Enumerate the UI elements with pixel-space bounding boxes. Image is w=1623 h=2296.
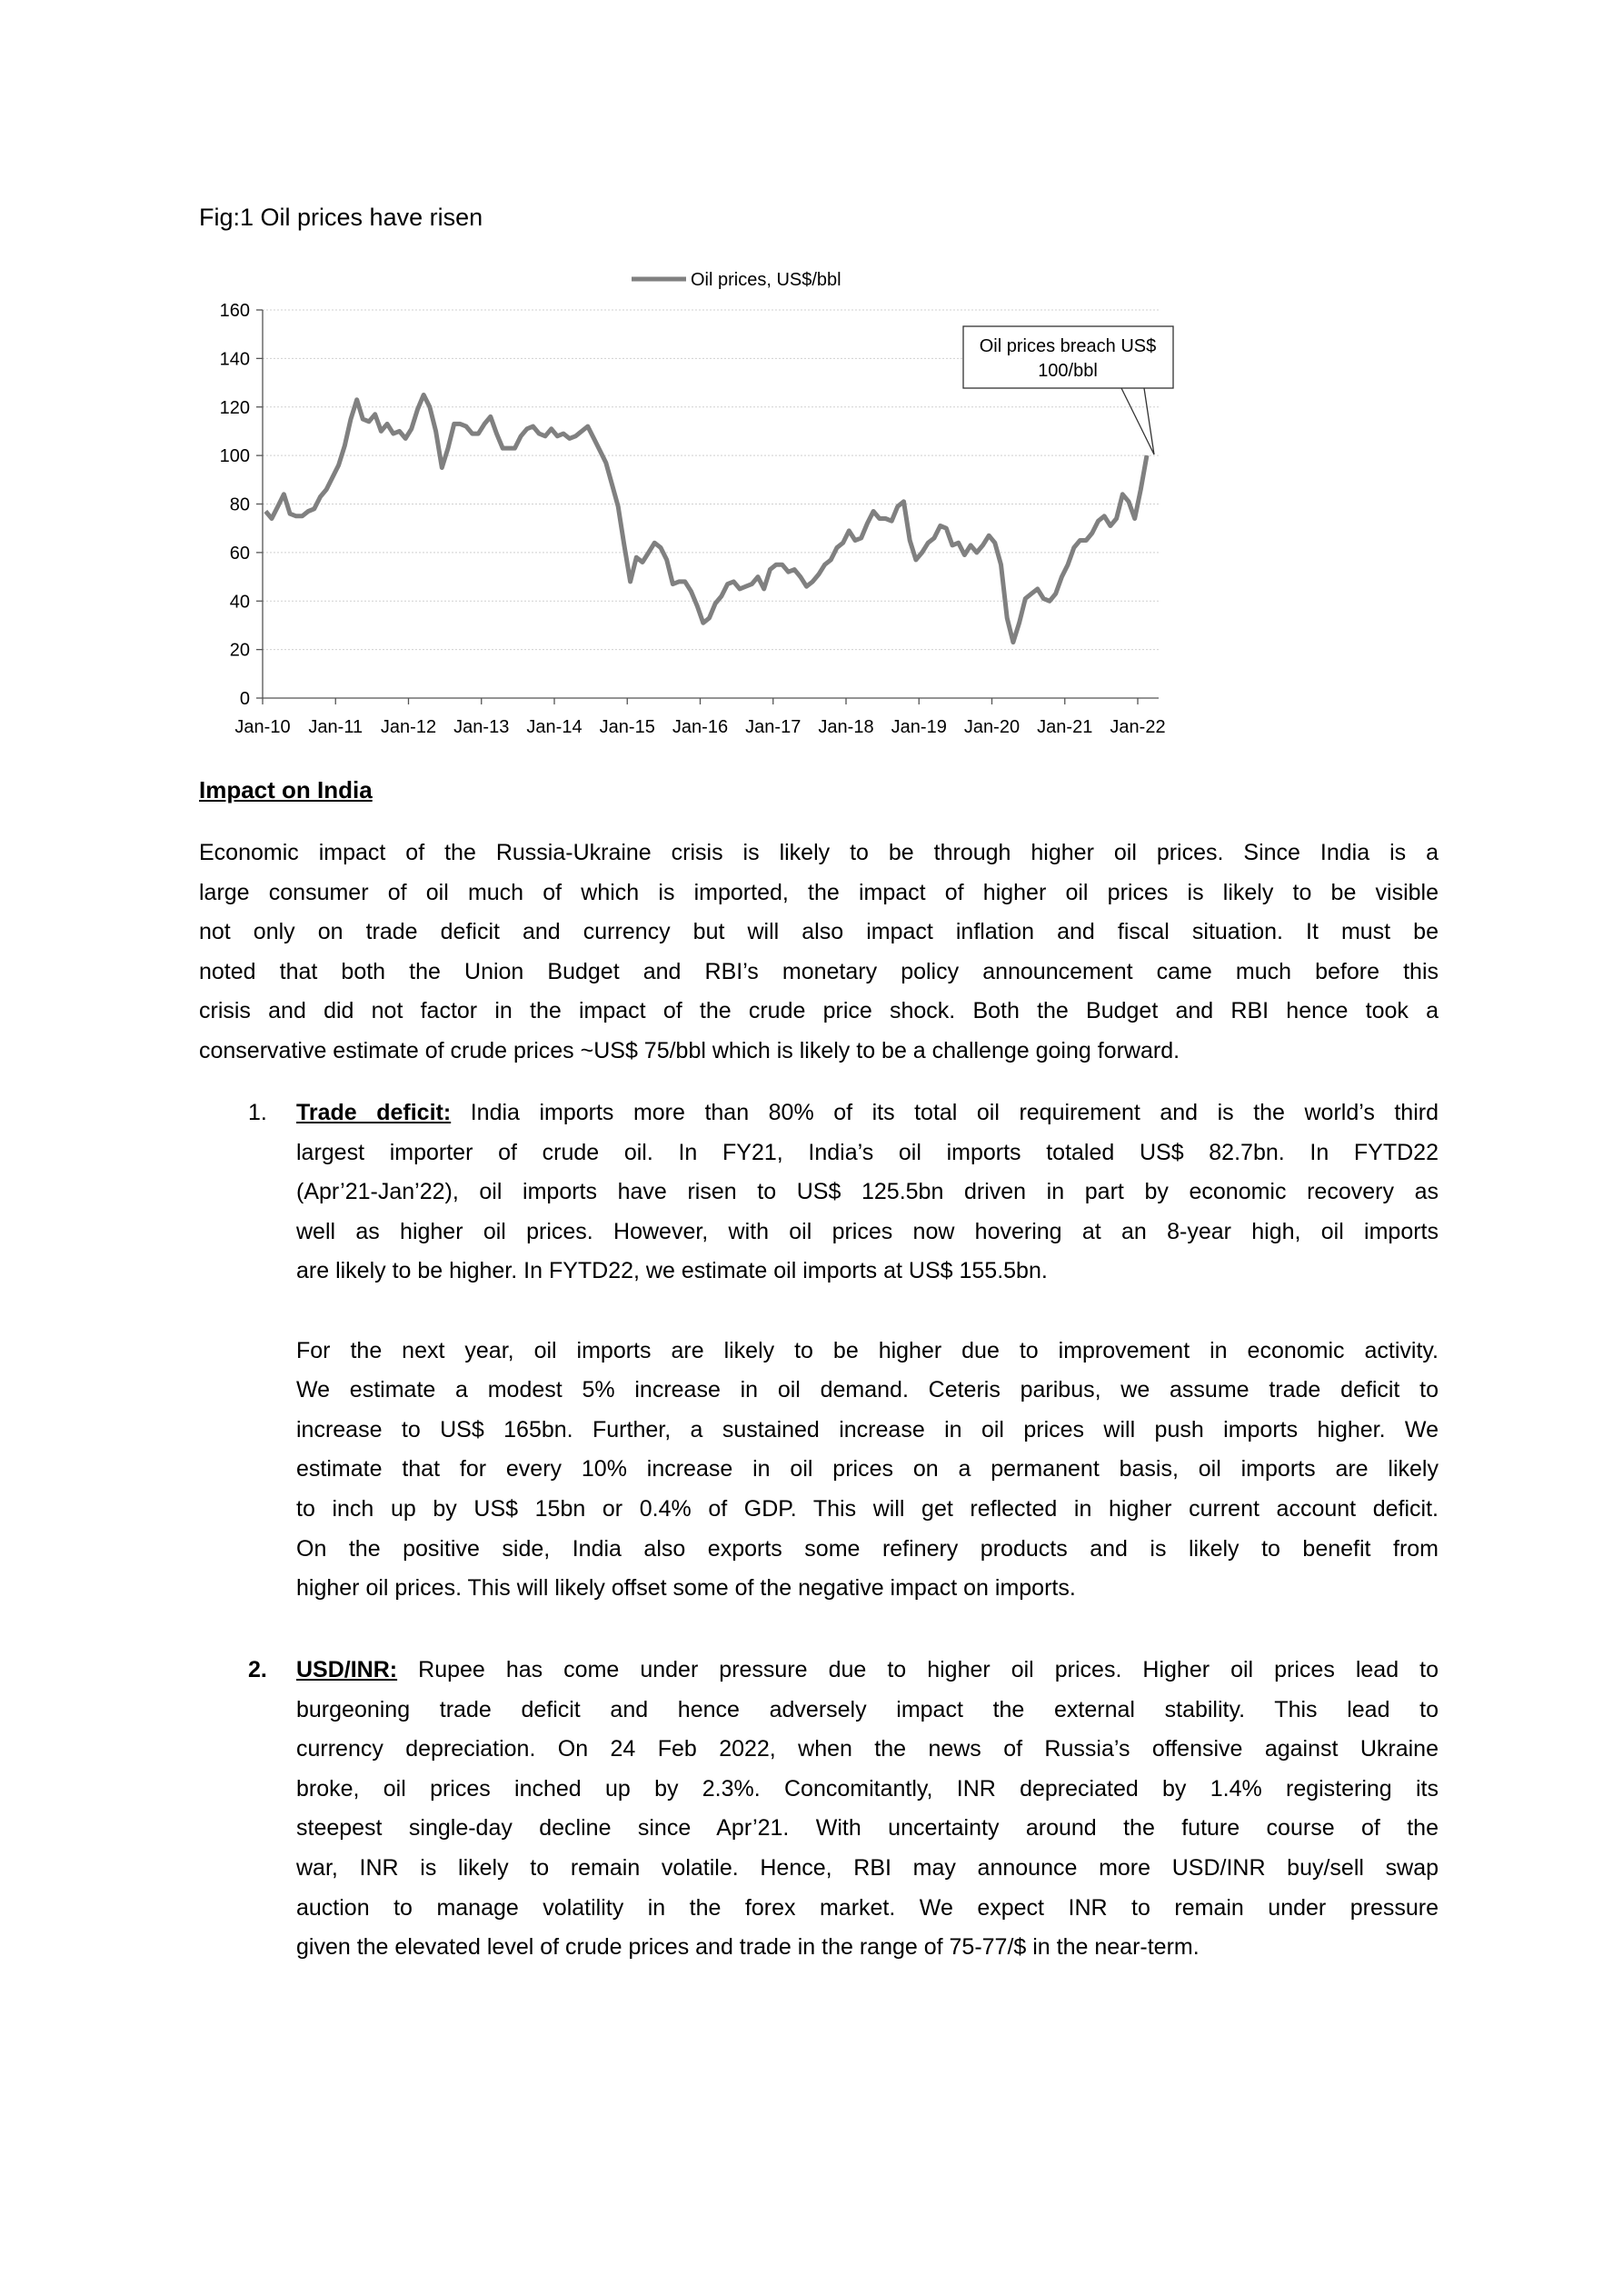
x-tick-label: Jan-14 <box>526 717 582 737</box>
text-line: well as higher oil prices. However, with… <box>296 1218 1439 1244</box>
x-tick-label: Jan-22 <box>1110 717 1165 737</box>
item-lead: USD/INR: <box>296 1657 398 1682</box>
text-line: crisis and did not factor in the impact … <box>199 998 1439 1024</box>
x-tick-label: Jan-13 <box>453 717 509 737</box>
oil-price-series-line <box>264 392 1150 645</box>
text-line: large consumer of oil much of which is i… <box>199 879 1439 905</box>
text-line: war, INR is likely to remain volatile. H… <box>296 1854 1439 1881</box>
y-tick-label: 100 <box>220 446 250 466</box>
list-number: 1. <box>248 1100 267 1125</box>
x-axis-ticks: Jan-10 Jan-11 Jan-12 Jan-13 Jan-14 Jan-15 Jan-… <box>234 698 1166 737</box>
intro-paragraph: Economic impact of the Russia-Ukraine cr… <box>199 834 1439 1072</box>
text-line: increase to US$ 165bn. Further, a sustai… <box>296 1416 1439 1442</box>
text-line: steepest single-day decline since Apr’21… <box>296 1815 1439 1842</box>
x-tick-label: Jan-19 <box>891 717 947 737</box>
item-first-line-text: India imports more than 80% of its total… <box>451 1100 1439 1125</box>
item-lead: Trade deficit: <box>296 1100 452 1125</box>
y-tick-label: 20 <box>230 641 250 661</box>
figure-title: Fig:1 Oil prices have risen <box>199 204 483 231</box>
x-tick-label: Jan-18 <box>818 717 873 737</box>
y-tick-label: 40 <box>230 592 250 612</box>
text-line: currency depreciation. On 24 Feb 2022, w… <box>296 1736 1439 1762</box>
x-tick-label: Jan-17 <box>745 717 801 737</box>
text-line: For the next year, oil imports are likel… <box>296 1337 1439 1363</box>
text-line: On the positive side, India also exports… <box>296 1535 1439 1562</box>
y-axis-ticks: 0 20 40 60 80 100 120 140 160 <box>220 301 263 709</box>
y-tick-label: 60 <box>230 544 250 564</box>
text-line: are likely to be higher. In FYTD22, we e… <box>296 1258 1048 1284</box>
text-line: not only on trade deficit and currency b… <box>199 919 1439 945</box>
text-line: We estimate a modest 5% increase in oil … <box>296 1377 1439 1403</box>
callout-pointer-right <box>1143 387 1155 455</box>
x-tick-label: Jan-11 <box>308 717 363 737</box>
x-tick-label: Jan-16 <box>672 717 728 737</box>
text-line: estimate that for every 10% increase in … <box>296 1456 1439 1482</box>
oil-price-chart: 0 20 40 60 80 100 120 140 160 Jan-10 Jan-11 Jan-12… <box>220 270 1174 737</box>
text-line: conservative estimate of crude prices ~U… <box>199 1037 1180 1063</box>
list-item-trade-deficit: Trade deficit: India imports more than 8… <box>296 1093 1439 1609</box>
text-line: higher oil prices. This will likely offs… <box>296 1575 1076 1602</box>
text-line: Trade deficit: India imports more than 8… <box>296 1093 1439 1133</box>
text-line: to inch up by US$ 15bn or 0.4% of GDP. T… <box>296 1495 1439 1522</box>
list-item-usd-inr: USD/INR: Rupee has come under pressure d… <box>296 1651 1439 1968</box>
x-tick-label: Jan-15 <box>600 717 655 737</box>
x-tick-label: Jan-21 <box>1037 717 1092 737</box>
y-tick-label: 140 <box>220 349 250 369</box>
text-line: broke, oil prices inched up by 2.3%. Con… <box>296 1775 1439 1802</box>
text-line: (Apr’21-Jan’22), oil imports have risen … <box>296 1179 1439 1205</box>
callout-pointer-left <box>1120 387 1155 455</box>
text-line: USD/INR: Rupee has come under pressure d… <box>296 1651 1439 1691</box>
legend-label: Oil prices, US$/bbl <box>691 270 841 290</box>
callout-text-line-1: Oil prices breach US$ <box>980 336 1157 356</box>
y-tick-label: 120 <box>220 398 250 418</box>
x-tick-label: Jan-12 <box>381 717 436 737</box>
text-line: largest importer of crude oil. In FY21, … <box>296 1139 1439 1165</box>
text-line: given the elevated level of crude prices… <box>296 1934 1200 1961</box>
y-tick-label: 160 <box>220 301 250 321</box>
legend: Oil prices, US$/bbl <box>632 270 841 290</box>
x-tick-label: Jan-10 <box>234 717 290 737</box>
list-number: 2. <box>248 1657 267 1682</box>
text-line: auction to manage volatility in the fore… <box>296 1894 1439 1921</box>
text-line: burgeoning trade deficit and hence adver… <box>296 1696 1439 1722</box>
callout-text-line-2: 100/bbl <box>1038 361 1098 381</box>
y-tick-label: 80 <box>230 495 250 515</box>
text-line: noted that both the Union Budget and RBI… <box>199 958 1439 984</box>
text-line: Economic impact of the Russia-Ukraine cr… <box>199 840 1439 865</box>
annotation-callout: Oil prices breach US$ 100/bbl <box>962 325 1174 455</box>
y-tick-label: 0 <box>240 689 250 709</box>
x-tick-label: Jan-20 <box>964 717 1020 737</box>
item-first-line-text: Rupee has come under pressure due to hig… <box>397 1657 1439 1682</box>
section-heading: Impact on India <box>199 776 373 804</box>
callout-box <box>962 325 1174 389</box>
